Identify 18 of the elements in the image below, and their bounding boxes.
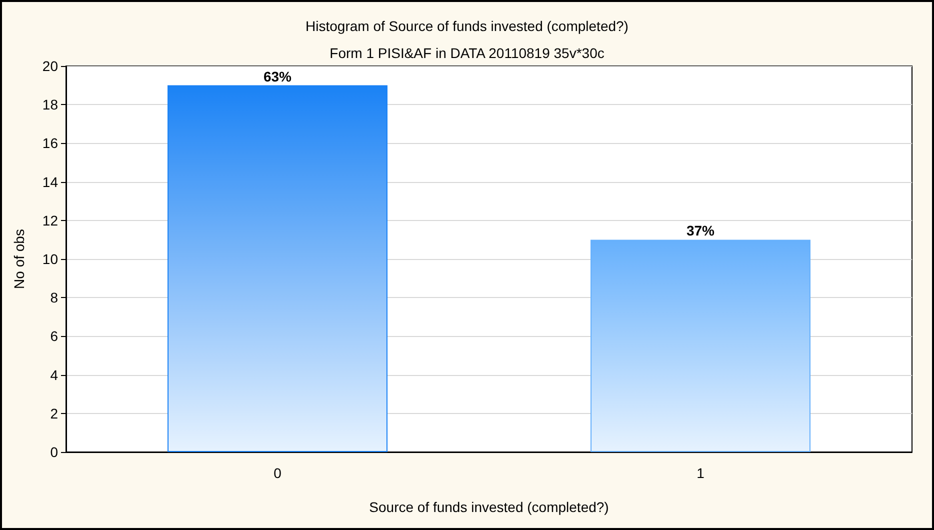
y-tick-label: 0	[50, 444, 58, 460]
y-tick-label: 16	[42, 135, 58, 152]
annotation: 37%	[686, 222, 716, 239]
y-tick-label: 4	[50, 366, 58, 383]
x-tick-label: 1	[696, 465, 705, 481]
y-tick-label: 12	[42, 212, 58, 228]
chart-title: Histogram of Source of funds invested (completed?)	[306, 18, 628, 34]
y-tick-label: 20	[42, 58, 58, 74]
y-tick-label: 2	[50, 405, 58, 422]
y-tick-label: 14	[42, 174, 58, 190]
y-tick-label: 18	[42, 96, 58, 113]
annotation: 63%	[263, 68, 292, 84]
y-tick-label: 10	[42, 251, 58, 267]
y-tick-label: 8	[50, 290, 58, 306]
y-axis-title: No of obs	[11, 229, 27, 289]
x-axis-title: Source of funds invested (completed?)	[369, 499, 609, 515]
chart-subtitle: Form 1 PISI&AF in DATA 20110819 35v*30c	[330, 45, 604, 61]
y-tick-label: 6	[50, 328, 58, 344]
